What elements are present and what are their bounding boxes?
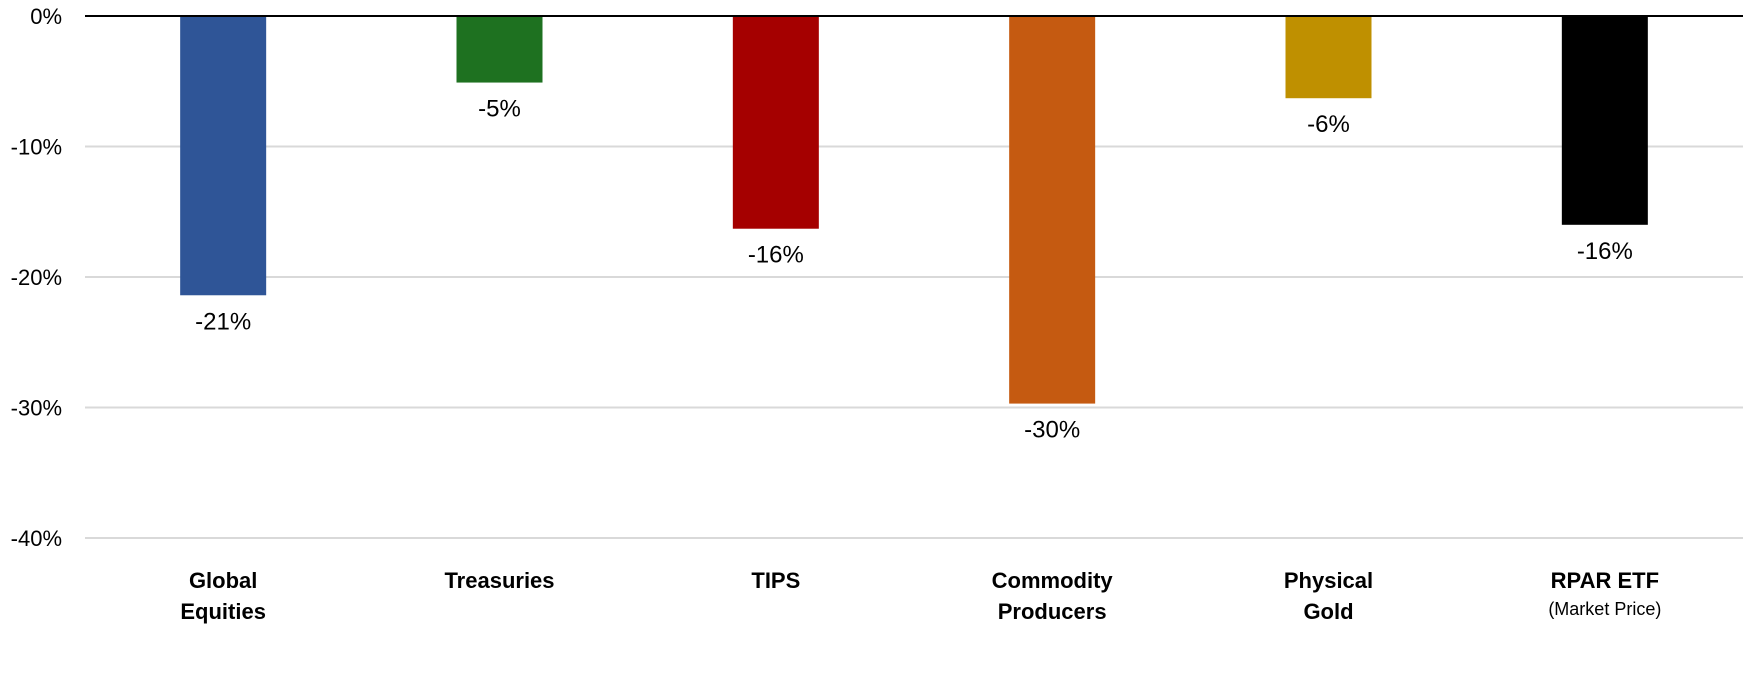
y-tick-label: 0% bbox=[30, 4, 62, 29]
bar bbox=[1285, 16, 1372, 99]
category-label: Commodity Producers bbox=[992, 568, 1114, 624]
y-axis-tick-labels: 0% -10% -20% -30% -40% bbox=[11, 4, 62, 551]
y-tick-label: -30% bbox=[11, 396, 62, 421]
bar bbox=[180, 16, 267, 296]
category-label-line: Equities bbox=[180, 599, 266, 624]
data-label: -6% bbox=[1307, 111, 1350, 138]
category-label: Global Equities bbox=[180, 568, 266, 624]
category-label: Physical Gold bbox=[1284, 568, 1373, 624]
category-label-line: Gold bbox=[1303, 599, 1353, 624]
y-tick-label: -20% bbox=[11, 265, 62, 290]
data-label: -16% bbox=[748, 242, 804, 269]
bar bbox=[1009, 16, 1096, 404]
category-labels: Global Equities Treasuries TIPS Commodity Pro… bbox=[180, 568, 1661, 624]
category-label-line: TIPS bbox=[751, 568, 800, 593]
category-label: RPAR ETF (Market Price) bbox=[1548, 568, 1661, 619]
category-label-line: RPAR ETF bbox=[1551, 568, 1659, 593]
data-label: -30% bbox=[1024, 417, 1080, 444]
category-label: TIPS bbox=[751, 568, 800, 593]
category-label-line: Commodity bbox=[992, 568, 1114, 593]
category-label-line: Producers bbox=[998, 599, 1107, 624]
data-label: -16% bbox=[1577, 238, 1633, 265]
bar bbox=[456, 16, 543, 83]
category-label: Treasuries bbox=[444, 568, 554, 593]
gridlines bbox=[85, 145, 1743, 539]
bar bbox=[732, 16, 819, 229]
category-label-line: Treasuries bbox=[444, 568, 554, 593]
data-label: -21% bbox=[195, 308, 251, 335]
category-sublabel: (Market Price) bbox=[1548, 599, 1661, 619]
data-label: -5% bbox=[478, 96, 521, 123]
bars bbox=[180, 16, 1648, 404]
y-tick-label: -40% bbox=[11, 526, 62, 551]
data-labels: -21% -5% -16% -30% -6% -16% bbox=[195, 96, 1633, 444]
bar bbox=[1561, 16, 1648, 225]
category-label-line: Global bbox=[189, 568, 257, 593]
category-label-line: Physical bbox=[1284, 568, 1373, 593]
y-tick-label: -10% bbox=[11, 135, 62, 160]
